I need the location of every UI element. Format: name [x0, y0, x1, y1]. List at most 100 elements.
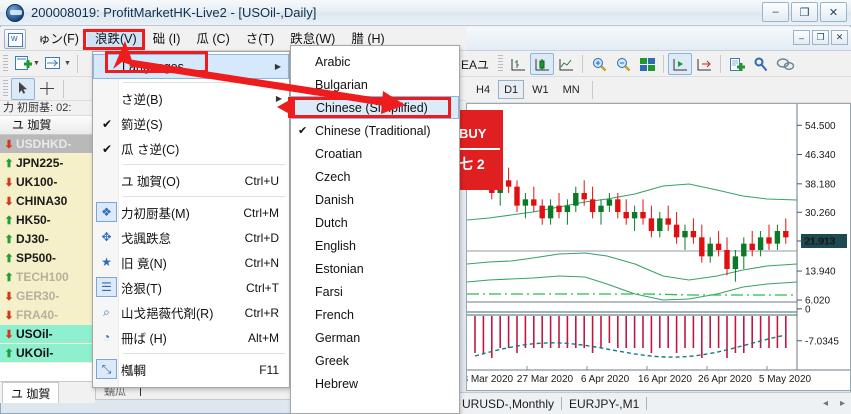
language-menu-item[interactable]: Chinese (Simplified): [291, 96, 459, 119]
menu-view[interactable]: 浪跌(V): [86, 27, 145, 50]
language-menu-item[interactable]: ✔ Chinese (Traditional): [291, 119, 459, 142]
bar-chart-icon[interactable]: [506, 53, 530, 75]
view-menu-item[interactable]: ⤡ 槬輖 F11: [93, 357, 289, 382]
menu-tools[interactable]: さ(T): [245, 31, 275, 46]
period-separator: [591, 80, 593, 99]
chart-window-controls: – ❐ ✕: [793, 30, 848, 45]
close-button[interactable]: ✕: [820, 2, 847, 22]
toolbar-label-remnant: EAユ: [461, 57, 490, 72]
period-toolbar: H4 D1 W1 MN: [466, 77, 851, 103]
chart-tab-prev-icon[interactable]: ◂: [822, 398, 828, 409]
language-menu-item[interactable]: Croatian: [291, 142, 459, 165]
new-chart-dropdown-icon[interactable]: ▼: [33, 60, 40, 67]
bollinger-middle-band: [467, 252, 798, 281]
chart-minimize-button[interactable]: –: [793, 30, 810, 45]
market-watch-tab-symbols[interactable]: ユ 珈賀: [2, 382, 60, 403]
view-menu-item[interactable]: ❖ 力初厨基(M) Ctrl+M: [93, 200, 289, 225]
language-label: Farsi: [315, 284, 343, 299]
menu-item-shortcut: Ctrl+D: [244, 230, 279, 245]
chart-tab-1[interactable]: EURJPY-,M1: [569, 396, 640, 411]
view-menu-item[interactable]: ユ 珈賀(O) Ctrl+U: [93, 168, 289, 193]
market-watch-row[interactable]: ⬇ USDHKD-: [0, 135, 94, 154]
chart-shift-icon[interactable]: [692, 53, 716, 75]
minimize-button[interactable]: –: [762, 2, 789, 22]
crosshair-icon[interactable]: [35, 78, 59, 100]
toolbar-grip[interactable]: [3, 54, 8, 73]
cursor-arrow-icon[interactable]: [11, 77, 35, 100]
language-menu-item[interactable]: French: [291, 303, 459, 326]
language-menu-item[interactable]: English: [291, 234, 459, 257]
view-menu-item[interactable]: Languages ▶: [93, 54, 289, 79]
market-watch-row[interactable]: ⬆ SP500-: [0, 249, 94, 268]
line-toolbar-grip[interactable]: [3, 79, 8, 98]
language-menu-item[interactable]: Greek: [291, 349, 459, 372]
line-chart-icon[interactable]: [554, 53, 578, 75]
menu-help[interactable]: 腊 (H): [351, 31, 385, 46]
zoom-in-icon[interactable]: [587, 53, 611, 75]
menu-file[interactable]: ゅン(F): [38, 31, 79, 46]
chart-close-button[interactable]: ✕: [831, 30, 848, 45]
maximize-button[interactable]: ❐: [791, 2, 818, 22]
market-watch-row[interactable]: ⬆ UKOil-: [0, 344, 94, 363]
market-watch-row[interactable]: ⬇ CHINA30: [0, 192, 94, 211]
menu-item-label: 槬輖: [121, 364, 147, 378]
chart-tab-next-icon[interactable]: ▸: [839, 398, 845, 409]
view-menu-item[interactable]: ✥ 戈諷跌怠 Ctrl+D: [93, 225, 289, 250]
chart-toolbar-grip[interactable]: [498, 55, 504, 73]
language-label: Estonian: [315, 261, 364, 276]
tile-windows-icon[interactable]: [635, 53, 659, 75]
market-watch-row[interactable]: ⬆ DJ30-: [0, 230, 94, 249]
language-menu-item[interactable]: Farsi: [291, 280, 459, 303]
market-watch-row[interactable]: ⬇ FRA40-: [0, 306, 94, 325]
new-chart-icon[interactable]: [11, 53, 35, 75]
period-d1[interactable]: D1: [498, 80, 525, 99]
symbol-label: SP500-: [16, 251, 57, 265]
zoom-out-icon[interactable]: [611, 53, 635, 75]
language-menu-item[interactable]: Arabic: [291, 50, 459, 73]
profiles-dropdown-icon[interactable]: ▼: [63, 60, 71, 67]
view-menu-item[interactable]: ☰ 沧狠(T) Ctrl+T: [93, 275, 289, 300]
candle-body: [648, 218, 655, 231]
view-menu-item[interactable]: ⌕ 山戈邫薇代剤(R) Ctrl+R: [93, 300, 289, 325]
crosshair-search-icon[interactable]: [749, 53, 773, 75]
language-menu-item[interactable]: Danish: [291, 188, 459, 211]
indicators-icon[interactable]: [725, 53, 749, 75]
menu-charts[interactable]: 瓜 (C): [196, 31, 230, 46]
view-menu-item[interactable]: ◔ 冊ば (H) Alt+M: [93, 325, 289, 350]
market-watch-row[interactable]: ⬆ JPN225-: [0, 154, 94, 173]
language-menu-item[interactable]: German: [291, 326, 459, 349]
profiles-icon[interactable]: [42, 53, 66, 75]
candlestick-chart-icon[interactable]: [530, 53, 555, 75]
price-chart[interactable]: 54.500 46.340 38.180 30.260 21.913 13.940 6.02…: [466, 103, 851, 391]
market-watch-row[interactable]: ⬇ GER30-: [0, 287, 94, 306]
language-menu-item[interactable]: Czech: [291, 165, 459, 188]
market-watch-row[interactable]: ⬇ UK100-: [0, 173, 94, 192]
market-watch-row[interactable]: ⬆ TECH100: [0, 268, 94, 287]
chat-icon[interactable]: [773, 53, 797, 75]
menu-insert[interactable]: 础 (I): [152, 31, 181, 46]
language-menu-item[interactable]: Hebrew: [291, 372, 459, 395]
chart-maximize-button[interactable]: ❐: [812, 30, 829, 45]
candle-body: [699, 237, 705, 257]
period-h4[interactable]: H4: [476, 83, 491, 96]
period-w1[interactable]: W1: [532, 83, 549, 96]
language-menu-item[interactable]: Estonian: [291, 257, 459, 280]
menu-window[interactable]: 跌怠(W): [290, 31, 336, 46]
view-menu-item[interactable]: さ逆(B) ▶: [93, 86, 289, 111]
view-menu-item[interactable]: ✔ 箌逆(S): [93, 111, 289, 136]
view-menu-item[interactable]: ★ 旧 竟(N) Ctrl+N: [93, 250, 289, 275]
chart-tab-0[interactable]: URUSD-,Monthly: [462, 396, 555, 411]
language-menu-item[interactable]: Bulgarian: [291, 73, 459, 96]
new-window-icon[interactable]: [4, 28, 26, 49]
market-watch-row[interactable]: ⬇ USOil-: [0, 325, 94, 344]
market-watch-row[interactable]: ⬆ HK50-: [0, 211, 94, 230]
period-mn[interactable]: MN: [562, 83, 580, 96]
view-menu-item[interactable]: ✔ 瓜 さ逆(C): [93, 136, 289, 161]
language-menu-item[interactable]: Dutch: [291, 211, 459, 234]
symbol-label: CHINA30: [16, 194, 68, 208]
symbol-label: TECH100: [16, 270, 69, 284]
candle-body: [783, 231, 789, 238]
auto-scroll-icon[interactable]: [668, 53, 693, 75]
menu-separator: [123, 164, 285, 165]
